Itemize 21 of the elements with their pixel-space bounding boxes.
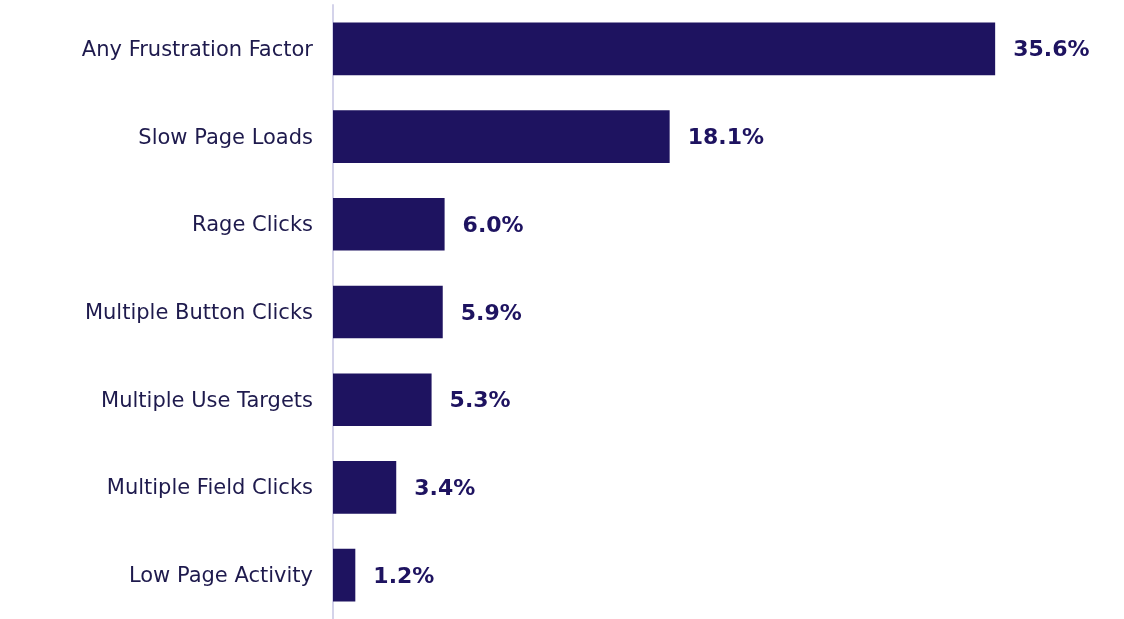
y-tick-label: Multiple Field Clicks bbox=[106, 475, 313, 500]
bar bbox=[333, 22, 996, 76]
bar bbox=[333, 461, 397, 514]
y-tick-label: Rage Clicks bbox=[192, 212, 313, 237]
data-label: 18.1% bbox=[687, 124, 764, 150]
y-tick-label: Slow Page Loads bbox=[138, 124, 313, 149]
data-label: 5.3% bbox=[449, 387, 511, 413]
data-label: 6.0% bbox=[462, 211, 524, 237]
y-tick-label: Any Frustration Factor bbox=[81, 36, 314, 61]
data-label: 3.4% bbox=[414, 474, 476, 500]
y-tick-label: Low Page Activity bbox=[128, 563, 313, 588]
data-label: 5.9% bbox=[460, 299, 522, 325]
bar bbox=[333, 110, 670, 163]
y-tick-label: Multiple Button Clicks bbox=[84, 300, 313, 324]
data-label: 1.2% bbox=[373, 562, 435, 588]
bar bbox=[333, 548, 356, 602]
data-label: 35.6% bbox=[1013, 36, 1090, 62]
y-tick-label: Multiple Use Targets bbox=[101, 387, 313, 412]
bar bbox=[333, 197, 445, 251]
bar bbox=[333, 373, 432, 427]
bar bbox=[333, 285, 443, 339]
